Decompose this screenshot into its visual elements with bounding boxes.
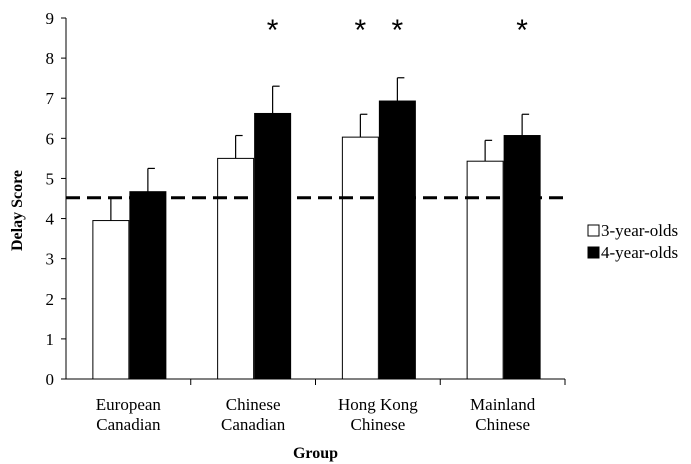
y-tick-label: 3 (46, 250, 55, 269)
x-axis-title: Group (293, 445, 338, 462)
legend: 3-year-olds 4-year-olds (587, 221, 678, 262)
y-tick-label: 8 (46, 49, 55, 68)
legend-swatch-3-year-olds (587, 224, 600, 237)
category-label: Canadian (96, 415, 161, 434)
bar-4-year-olds (254, 112, 292, 380)
category-label: European (96, 395, 162, 414)
significance-star: * (392, 14, 404, 47)
y-tick-label: 0 (46, 370, 55, 389)
bar-3-year-olds (466, 160, 504, 380)
bar-4-year-olds (378, 100, 416, 380)
y-tick-label: 9 (46, 9, 55, 28)
significance-star: * (516, 14, 528, 47)
y-tick-label: 5 (46, 169, 55, 188)
category-label: Chinese (350, 415, 405, 434)
legend-label-4-year-olds: 4-year-olds (601, 243, 678, 262)
bar-3-year-olds (217, 157, 255, 380)
legend-swatch-4-year-olds (587, 246, 600, 259)
y-axis-ticks: 0 1 2 3 4 5 6 7 8 9 (46, 9, 66, 389)
category-label: Mainland (470, 395, 536, 414)
y-tick-label: 4 (46, 210, 55, 229)
category-label: Chinese (226, 395, 281, 414)
legend-label-3-year-olds: 3-year-olds (601, 221, 678, 240)
bars (92, 100, 541, 380)
y-axis-title: Delay Score (9, 170, 26, 251)
bar-4-year-olds (129, 191, 167, 380)
bar-4-year-olds (503, 135, 541, 380)
category-label: Hong Kong (338, 395, 418, 414)
significance-star: * (267, 14, 279, 47)
y-tick-label: 7 (46, 89, 55, 108)
significance-marks: * * * * (267, 14, 529, 47)
bar-3-year-olds (92, 220, 130, 380)
y-tick-label: 6 (46, 129, 55, 148)
category-label: Chinese (475, 415, 530, 434)
bar-3-year-olds (341, 136, 379, 380)
y-tick-label: 1 (46, 330, 55, 349)
category-label: Canadian (221, 415, 286, 434)
significance-star: * (355, 14, 367, 47)
y-tick-label: 2 (46, 290, 55, 309)
